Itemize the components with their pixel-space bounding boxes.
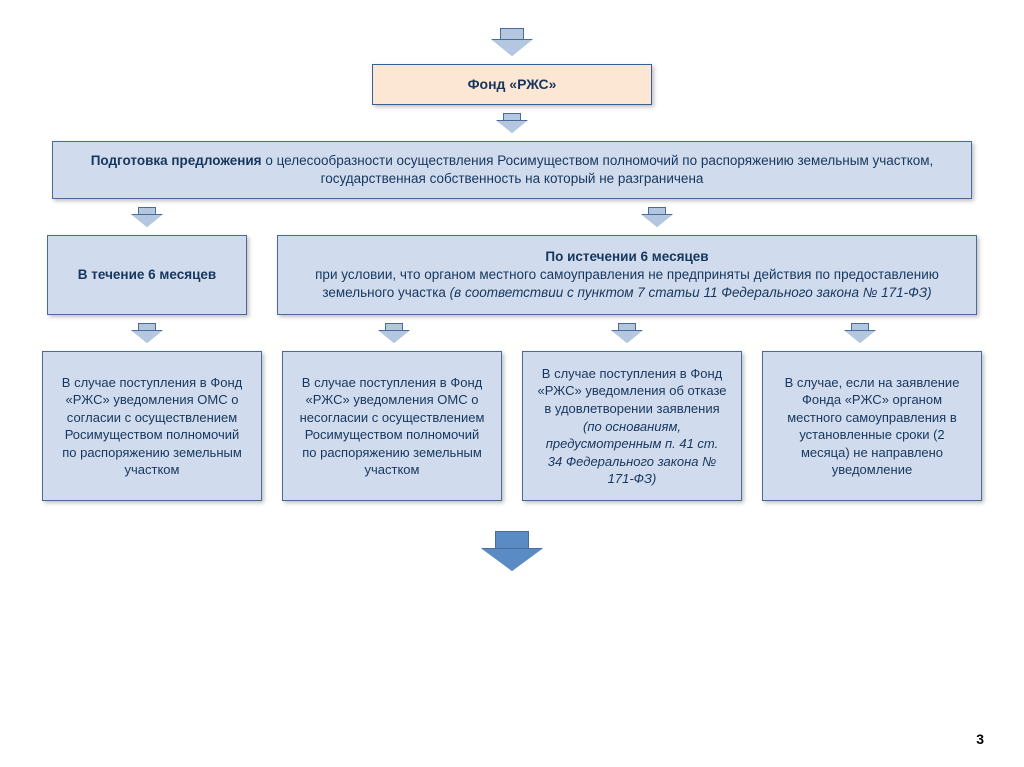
- right-header-box: По истечении 6 месяцев при условии, что …: [277, 235, 977, 315]
- bottom-box-3: В случае поступления в Фонд «РЖС» уведом…: [522, 351, 742, 501]
- arrow-split-right: [642, 207, 672, 227]
- arrow-r1: [379, 323, 409, 343]
- arrow-r2: [612, 323, 642, 343]
- title-box: Фонд «РЖС»: [372, 64, 652, 105]
- right-header-bold: По истечении 6 месяцев: [545, 248, 708, 266]
- arrow-bottom-large: [482, 531, 542, 571]
- arrow-split-left: [132, 207, 162, 227]
- bottom-box-4: В случае, если на заявление Фонда «РЖС» …: [762, 351, 982, 501]
- right-header-italic: (в соответствии с пунктом 7 статьи 11 Фе…: [450, 285, 932, 300]
- left-header-box: В течение 6 месяцев: [47, 235, 247, 315]
- bottom3-italic: (по основаниям, предусмотренным п. 41 ст…: [546, 419, 718, 487]
- preparation-box: Подготовка предложения о целесообразност…: [52, 141, 972, 199]
- arrow-top: [492, 28, 532, 56]
- preparation-rest: о целесообразности осуществления Росимущ…: [265, 153, 933, 186]
- arrow-after-title: [497, 113, 527, 133]
- arrow-left-col: [132, 323, 162, 343]
- arrow-r3: [845, 323, 875, 343]
- bottom3-plain: В случае поступления в Фонд «РЖС» уведом…: [538, 366, 727, 416]
- right-header-body: при условии, что органом местного самоуп…: [292, 266, 962, 302]
- page-number: 3: [976, 731, 984, 747]
- bottom-box-1: В случае поступления в Фонд «РЖС» уведом…: [42, 351, 262, 501]
- bottom-box-2: В случае поступления в Фонд «РЖС» уведом…: [282, 351, 502, 501]
- preparation-bold: Подготовка предложения: [91, 153, 266, 168]
